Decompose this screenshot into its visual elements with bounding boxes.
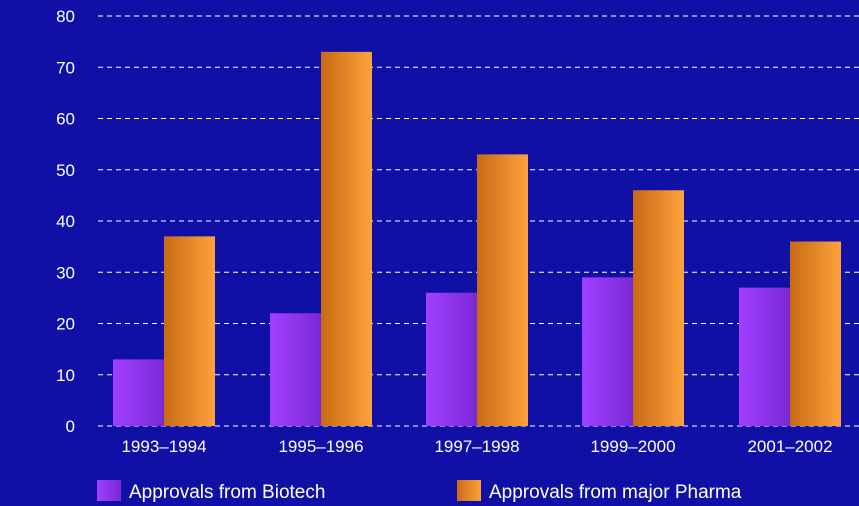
bar-pharma-3 [633, 190, 684, 426]
y-tick-label: 0 [66, 417, 75, 436]
x-tick-label: 2001–2002 [747, 437, 832, 456]
bar-pharma-0 [164, 236, 215, 426]
bar-pharma-2 [477, 154, 528, 426]
legend-item-biotech: Approvals from Biotech [97, 480, 325, 503]
bar-biotech-0 [113, 359, 164, 426]
legend-swatch-biotech [97, 480, 121, 501]
x-tick-label: 1997–1998 [434, 437, 519, 456]
y-tick-label: 30 [56, 263, 75, 282]
bar-pharma-1 [321, 51, 372, 426]
bar-biotech-2 [426, 292, 477, 426]
y-tick-label: 50 [56, 161, 75, 180]
bar-biotech-3 [582, 277, 633, 426]
x-axis-ticks: 1993–1994 1995–1996 1997–1998 1999–2000 2001… [121, 437, 832, 456]
bars [113, 51, 841, 426]
y-tick-label: 80 [56, 7, 75, 26]
legend-label-pharma: Approvals from major Pharma [489, 482, 742, 503]
legend-swatch-pharma [457, 480, 481, 501]
legend-item-pharma: Approvals from major Pharma [457, 480, 742, 503]
bar-biotech-4 [739, 287, 790, 426]
legend: Approvals from Biotech Approvals from ma… [97, 480, 742, 503]
y-tick-label: 10 [56, 366, 75, 385]
y-tick-label: 70 [56, 58, 75, 77]
y-tick-label: 60 [56, 110, 75, 129]
y-tick-label: 40 [56, 212, 75, 231]
y-tick-label: 20 [56, 315, 75, 334]
bar-biotech-1 [270, 313, 321, 426]
bar-pharma-4 [790, 241, 841, 426]
x-tick-label: 1999–2000 [590, 437, 675, 456]
x-tick-label: 1993–1994 [121, 437, 206, 456]
y-axis-ticks: 0 10 20 30 40 50 60 70 80 [56, 7, 75, 436]
legend-label-biotech: Approvals from Biotech [129, 482, 325, 503]
x-tick-label: 1995–1996 [278, 437, 363, 456]
